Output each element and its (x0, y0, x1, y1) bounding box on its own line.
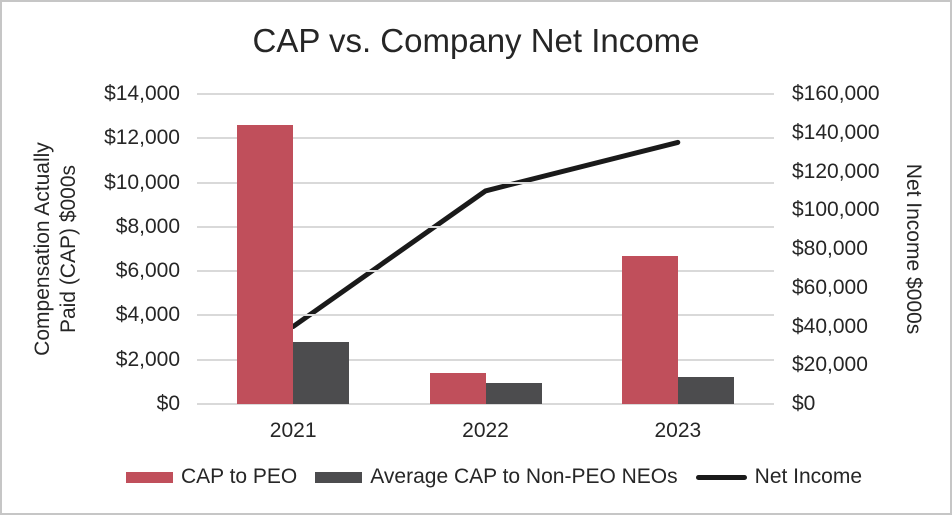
x-axis-label-2023: 2023 (654, 419, 702, 442)
bar-cap-to-peo-2022 (429, 373, 486, 404)
plot-area (197, 93, 774, 405)
net-income-line-layer (290, 139, 681, 329)
legend-label-net-income: Net Income (754, 465, 863, 488)
right-axis-title: Net Income $000s (902, 163, 925, 335)
legend-swatch-cap-to-peo (125, 471, 173, 483)
bar-cap-to-peo-2023 (621, 255, 678, 404)
legend-swatch-net-income (695, 474, 747, 480)
legend-label-cap-to-peo: CAP to PEO (180, 465, 298, 488)
gridline (197, 403, 774, 405)
x-axis-label-2022: 2022 (462, 419, 509, 442)
y-axis-tick-label: $14,000 (104, 82, 180, 105)
y2-axis-tick-label: $40,000 (792, 314, 868, 338)
y-axis-tick-label: $8,000 (115, 214, 180, 238)
y-axis-tick-label: $4,000 (115, 303, 180, 327)
bar-average-cap-to-non-peo-neos-2022 (485, 382, 542, 404)
y2-axis-tick-label: $80,000 (792, 237, 868, 260)
net-income-line (290, 139, 681, 329)
x-axis-label-2021: 2021 (269, 419, 317, 442)
y2-axis-tick-label: $20,000 (792, 353, 868, 377)
y-axis-tick-label: $0 (156, 392, 180, 415)
y-axis-tick-label: $10,000 (104, 170, 180, 194)
bar-average-cap-to-non-peo-neos-2023 (677, 377, 734, 404)
gridline (197, 137, 774, 140)
legend-item-cap-to-peo: CAP to PEO (125, 464, 298, 490)
y2-axis-tick-label: $160,000 (792, 82, 880, 105)
y2-axis-tick-label: $120,000 (792, 159, 880, 183)
y2-axis-tick-label: $0 (792, 392, 816, 415)
y-axis-tick-label: $12,000 (104, 126, 180, 150)
legend-swatch-avg-cap-non-peo-neos (315, 471, 363, 483)
y-axis-tick-label: $6,000 (115, 259, 180, 283)
legend-item-net-income: Net Income (695, 464, 863, 490)
bar-cap-to-peo-2021 (237, 125, 294, 404)
gridline (197, 181, 774, 184)
y2-axis-tick-label: $60,000 (792, 275, 868, 299)
bar-average-cap-to-non-peo-neos-2021 (293, 342, 350, 404)
y2-axis-tick-label: $140,000 (792, 120, 880, 144)
gridline (197, 93, 774, 95)
gridline (197, 358, 774, 361)
y2-axis-tick-label: $100,000 (792, 198, 880, 222)
chart-title: CAP vs. Company Net Income (252, 22, 700, 59)
gridline (197, 314, 774, 317)
legend: CAP to PEO Average CAP to Non-PEO NEOs N… (20, 464, 950, 490)
y-axis-tick-label: $2,000 (115, 347, 180, 371)
legend-item-avg-cap-non-peo-neos: Average CAP to Non-PEO NEOs (315, 464, 678, 490)
gridline (197, 225, 774, 228)
legend-label-avg-cap-non-peo-neos: Average CAP to Non-PEO NEOs (370, 465, 678, 488)
gridline (197, 270, 774, 273)
